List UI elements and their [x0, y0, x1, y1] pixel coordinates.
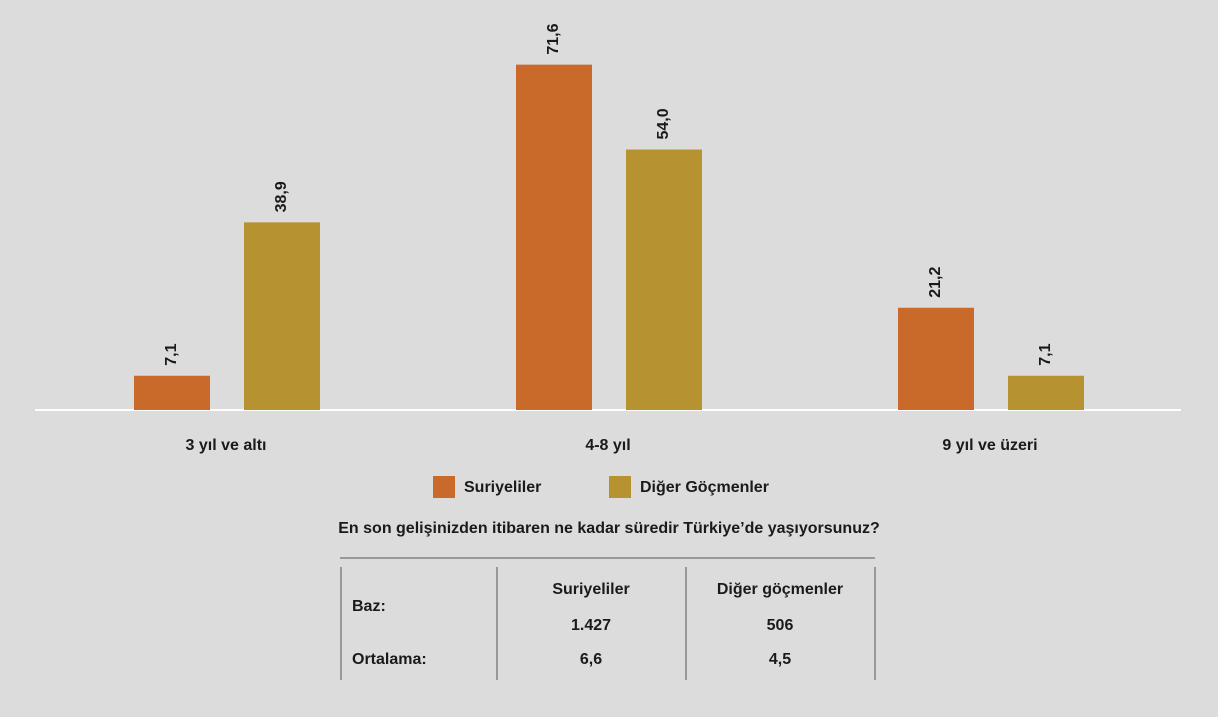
- bar: [134, 375, 210, 410]
- x-tick-label: 4-8 yıl: [585, 437, 630, 454]
- data-label: 7,1: [163, 343, 180, 365]
- bar: [244, 222, 320, 410]
- table-row-label: Ortalama:: [352, 651, 427, 668]
- chart-title: En son gelişinizden itibaren ne kadar sü…: [338, 520, 879, 537]
- legend-label: Suriyeliler: [464, 479, 541, 496]
- table-row-label: Baz:: [352, 598, 386, 615]
- table-cell: 1.427: [571, 617, 611, 634]
- data-label: 21,2: [927, 266, 944, 297]
- data-label: 54,0: [655, 108, 672, 139]
- x-tick-label: 3 yıl ve altı: [186, 437, 267, 454]
- table-cell: 6,6: [580, 651, 602, 668]
- table-header: Suriyeliler: [552, 581, 629, 598]
- table-cell: 506: [767, 617, 794, 634]
- table-header: Diğer göçmenler: [717, 581, 843, 598]
- x-tick-label: 9 yıl ve üzeri: [942, 437, 1037, 454]
- data-label: 71,6: [545, 23, 562, 54]
- bar: [1008, 375, 1084, 410]
- data-label: 7,1: [1037, 343, 1054, 365]
- legend-swatch: [609, 476, 631, 498]
- legend-swatch: [433, 476, 455, 498]
- bar: [516, 64, 592, 411]
- bar: [898, 307, 974, 410]
- table-cell: 4,5: [769, 651, 791, 668]
- legend-label: Diğer Göçmenler: [640, 479, 769, 496]
- data-label: 38,9: [273, 181, 290, 212]
- bar: [626, 149, 702, 410]
